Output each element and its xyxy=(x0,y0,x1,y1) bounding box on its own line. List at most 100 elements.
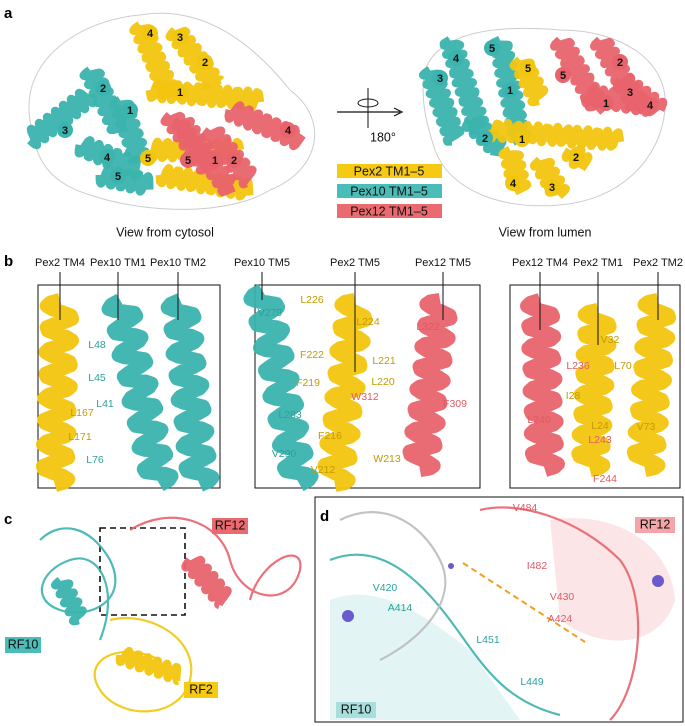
helix-badge xyxy=(95,80,111,96)
chain-label: RF2 xyxy=(189,682,213,696)
coil xyxy=(93,617,193,713)
helix-badge xyxy=(622,84,638,100)
helix-badge xyxy=(544,179,560,195)
helix-number: 2 xyxy=(202,57,208,69)
helix-number: 4 xyxy=(147,28,154,40)
helix xyxy=(626,293,677,477)
helix-number: 5 xyxy=(145,153,151,165)
helix-badge xyxy=(477,130,493,146)
helix-header: Pex2 TM4 xyxy=(35,257,85,269)
panel-label: a xyxy=(4,5,13,22)
panel-label: b xyxy=(4,253,13,270)
helix-badge xyxy=(197,54,213,70)
helix-number: 2 xyxy=(573,152,579,164)
helix xyxy=(181,555,232,610)
helix-number: 3 xyxy=(627,87,633,99)
residue-label: W312 xyxy=(351,391,379,403)
chain-tag xyxy=(5,637,41,653)
residue-label: L224 xyxy=(356,316,380,328)
helix-number: 3 xyxy=(177,32,183,44)
residue-label: L45 xyxy=(88,372,106,384)
chain-label: RF10 xyxy=(8,637,39,651)
helix-number: 4 xyxy=(104,152,111,164)
helix xyxy=(26,88,98,150)
residue-label: L41 xyxy=(96,398,114,410)
helix-badge xyxy=(180,152,196,168)
residue-label: F244 xyxy=(593,473,617,485)
residue-label: F219 xyxy=(296,377,320,389)
helix xyxy=(101,293,179,492)
panel-b-box xyxy=(254,284,481,489)
residue-label: A414 xyxy=(388,602,413,614)
helix-number: 2 xyxy=(100,83,106,95)
helix xyxy=(571,303,617,477)
helix-number: 5 xyxy=(560,70,566,82)
rotation-label: 180° xyxy=(370,130,396,144)
residue-label: L283 xyxy=(278,409,302,421)
helix xyxy=(418,66,465,146)
helix-number: 4 xyxy=(647,100,654,112)
residue-label: A424 xyxy=(548,613,573,625)
residue-label: L48 xyxy=(88,339,106,351)
coil xyxy=(129,516,302,601)
residue-label: L451 xyxy=(476,634,500,646)
rotation-arrow-head xyxy=(393,107,404,117)
residue-label: V32 xyxy=(601,334,620,346)
helix-number: 1 xyxy=(127,105,133,117)
interface-line xyxy=(462,562,586,643)
residue-label: L167 xyxy=(70,407,94,419)
helix-number: 3 xyxy=(549,182,555,194)
helix-number: 2 xyxy=(617,57,623,69)
chain-label: RF12 xyxy=(640,517,671,531)
helix-number: 1 xyxy=(212,155,218,167)
helix-badge xyxy=(140,150,156,166)
helix xyxy=(317,292,373,493)
residue-label: V420 xyxy=(373,582,398,594)
helix-number: 4 xyxy=(510,178,517,190)
panel-label: d xyxy=(320,508,329,525)
helix xyxy=(50,577,87,626)
helix-badge xyxy=(502,82,518,98)
helix xyxy=(520,293,565,477)
helix-number: 1 xyxy=(177,87,183,99)
chain-tag xyxy=(635,517,675,533)
helix-badge xyxy=(172,29,188,45)
chain-tag xyxy=(184,682,218,698)
helix xyxy=(485,119,625,151)
helix xyxy=(160,293,220,492)
helix-number: 2 xyxy=(482,133,488,145)
surface-outline xyxy=(422,27,666,207)
rotation-ellipse xyxy=(357,98,379,108)
helix-number: 4 xyxy=(453,53,460,65)
helix-badge xyxy=(226,152,242,168)
helix-header: Pex10 TM2 xyxy=(150,257,206,269)
legend-entry: Pex10 TM1–5 xyxy=(350,184,428,198)
legend-swatch xyxy=(337,164,442,178)
panel-b-box xyxy=(37,284,221,489)
helix xyxy=(35,293,80,492)
helix-header: Pex10 TM5 xyxy=(234,257,290,269)
helix-badge xyxy=(172,84,188,100)
helix-number: 3 xyxy=(62,125,68,137)
surface-outline xyxy=(28,12,316,210)
helix-badge xyxy=(505,175,521,191)
coil xyxy=(39,527,117,641)
helix-number: 5 xyxy=(525,63,531,75)
residue-label: V484 xyxy=(513,502,538,514)
residue-label: W213 xyxy=(373,453,401,465)
helix-badge xyxy=(568,149,584,165)
residue-label: L70 xyxy=(614,360,632,372)
helix xyxy=(243,283,319,492)
residue-label: L24 xyxy=(591,420,609,432)
helix-number: 3 xyxy=(437,73,443,85)
residue-label: L322 xyxy=(416,321,440,333)
zinc-ion xyxy=(342,610,354,622)
helix-badge xyxy=(110,168,126,184)
residue-label: V73 xyxy=(637,421,656,433)
residue-label: F216 xyxy=(318,430,342,442)
helix-badge xyxy=(448,50,464,66)
legend-swatch xyxy=(337,184,442,198)
helix-number: 1 xyxy=(519,134,525,146)
helix-header: Pex12 TM4 xyxy=(512,257,568,269)
